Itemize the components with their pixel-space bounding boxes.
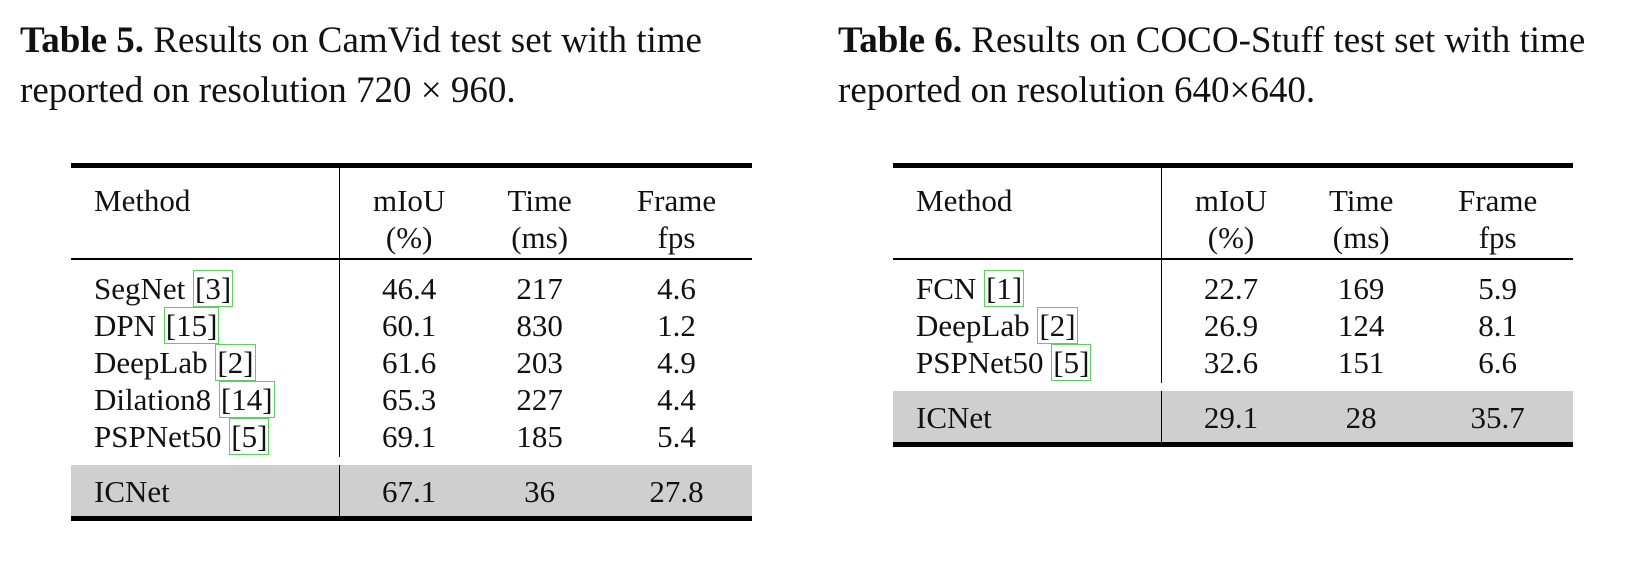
method-cell: DeepLab [2] — [71, 344, 340, 381]
citation-link[interactable]: [5] — [229, 418, 270, 455]
method-name: FCN — [916, 271, 977, 306]
table6-caption: Table 6. Results on COCO-Stuff test set … — [838, 16, 1628, 116]
table-row: PSPNet50 [5] 32.6 151 6.6 — [893, 344, 1573, 387]
table-row: SegNet [3] 46.4 217 4.6 — [71, 259, 752, 307]
miou-cell: 65.3 — [382, 382, 437, 417]
table-row: DeepLab [2] 26.9 124 8.1 — [893, 307, 1573, 344]
table6-caption-text: Results on COCO-Stuff test set with time… — [838, 20, 1586, 111]
table5-header-row: Method mIoU (%) Time (ms) Frame fps — [71, 165, 752, 259]
miou-cell: 69.1 — [382, 419, 437, 454]
table5-caption-label: Table 5. — [20, 20, 145, 61]
fps-cell: 5.4 — [657, 419, 696, 454]
table5-icnet-miou: 67.1 — [382, 474, 437, 509]
table6-caption-label: Table 6. — [838, 20, 963, 61]
table-row: DeepLab [2] 61.6 203 4.9 — [71, 344, 752, 381]
time-cell: 217 — [516, 271, 563, 306]
table-row: Dilation8 [14] 65.3 227 4.4 — [71, 381, 752, 418]
table6-header-miou: mIoU (%) — [1194, 183, 1268, 255]
fps-cell: 4.9 — [657, 345, 696, 380]
fps-cell: 6.6 — [1478, 345, 1518, 380]
miou-cell: 61.6 — [382, 345, 437, 380]
fps-cell: 4.4 — [657, 382, 696, 417]
fps-cell: 5.9 — [1478, 271, 1518, 306]
citation-link[interactable]: [2] — [215, 344, 256, 381]
table-row: FCN [1] 22.7 169 5.9 — [893, 259, 1573, 307]
miou-cell: 32.6 — [1203, 345, 1259, 380]
method-cell: DeepLab [2] — [893, 307, 1162, 344]
table6-icnet-miou: 29.1 — [1203, 400, 1259, 435]
table6-icnet-row: ICNet 29.1 28 35.7 — [893, 387, 1573, 445]
time-cell: 151 — [1337, 345, 1385, 380]
method-name: PSPNet50 — [94, 419, 222, 454]
method-name: DeepLab — [94, 345, 208, 380]
table6-header-time: Time (ms) — [1329, 183, 1394, 255]
table5-icnet-method: ICNet — [71, 461, 340, 519]
miou-cell: 46.4 — [382, 271, 437, 306]
method-cell: SegNet [3] — [71, 259, 340, 307]
miou-cell: 60.1 — [382, 308, 437, 343]
table6-header-fps: Frame fps — [1458, 183, 1538, 255]
table5-caption: Table 5. Results on CamVid test set with… — [20, 16, 820, 116]
citation-link[interactable]: [3] — [193, 270, 234, 307]
table-row: PSPNet50 [5] 69.1 185 5.4 — [71, 418, 752, 461]
method-name: DPN — [94, 308, 157, 343]
time-cell: 124 — [1337, 308, 1385, 343]
method-cell: PSPNet50 [5] — [893, 344, 1162, 387]
citation-link[interactable]: [2] — [1037, 307, 1078, 344]
table6-header-method: Method — [893, 165, 1162, 259]
fps-cell: 4.6 — [657, 271, 696, 306]
table5-icnet-fps: 27.8 — [649, 474, 704, 509]
table6-cocostuff-results: Method mIoU (%) Time (ms) Frame fps FCN [1]… — [893, 163, 1573, 447]
table5-icnet-row: ICNet 67.1 36 27.8 — [71, 461, 752, 519]
table5-header-method: Method — [71, 165, 340, 259]
table6-icnet-time: 28 — [1345, 400, 1377, 435]
table-row: DPN [15] 60.1 830 1.2 — [71, 307, 752, 344]
table6-header-row: Method mIoU (%) Time (ms) Frame fps — [893, 165, 1573, 259]
miou-cell: 22.7 — [1203, 271, 1259, 306]
table6-icnet-fps: 35.7 — [1470, 400, 1525, 435]
method-cell: PSPNet50 [5] — [71, 418, 340, 461]
method-name: SegNet — [94, 271, 186, 306]
citation-link[interactable]: [5] — [1051, 344, 1092, 381]
time-cell: 169 — [1337, 271, 1385, 306]
time-cell: 830 — [516, 308, 563, 343]
fps-cell: 8.1 — [1478, 308, 1518, 343]
table5-header-time: Time (ms) — [507, 183, 572, 255]
table5-camvid-results: Method mIoU (%) Time (ms) Frame fps SegNet … — [71, 163, 752, 521]
miou-cell: 26.9 — [1203, 308, 1259, 343]
time-cell: 185 — [516, 419, 563, 454]
method-cell: DPN [15] — [71, 307, 340, 344]
method-name: DeepLab — [916, 308, 1030, 343]
table6-icnet-method: ICNet — [893, 387, 1162, 445]
table5-caption-text: Results on CamVid test set with time rep… — [20, 20, 702, 111]
citation-link[interactable]: [15] — [163, 307, 220, 344]
method-cell: FCN [1] — [893, 259, 1162, 307]
table5-header-fps: Frame fps — [636, 183, 717, 255]
time-cell: 203 — [516, 345, 563, 380]
fps-cell: 1.2 — [657, 308, 696, 343]
method-name: Dilation8 — [94, 382, 212, 417]
method-name: PSPNet50 — [916, 345, 1044, 380]
table5-icnet-time: 36 — [524, 474, 556, 509]
table5-header-miou: mIoU (%) — [373, 183, 446, 255]
method-cell: Dilation8 [14] — [71, 381, 340, 418]
citation-link[interactable]: [14] — [218, 381, 275, 418]
citation-link[interactable]: [1] — [984, 270, 1025, 307]
time-cell: 227 — [516, 382, 563, 417]
